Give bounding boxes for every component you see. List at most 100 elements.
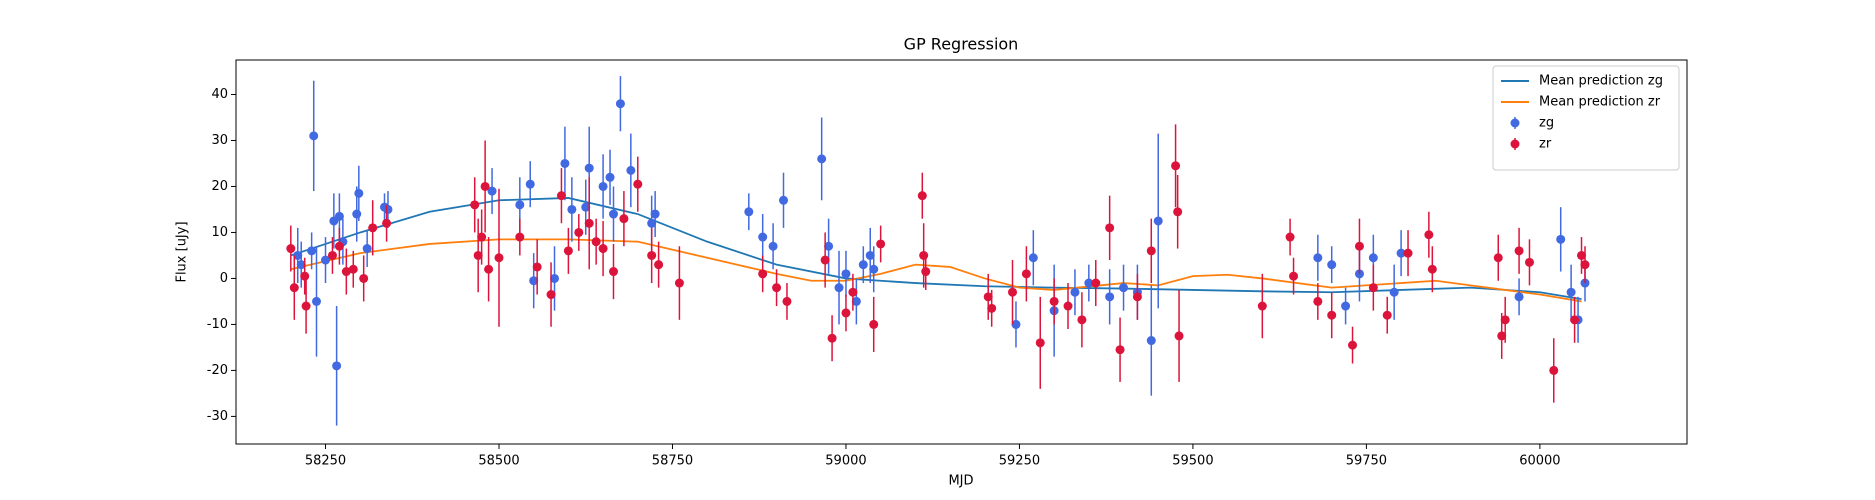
data-point [921, 253, 931, 290]
data-point [1063, 283, 1073, 330]
data-point [1389, 264, 1399, 320]
marker [1132, 292, 1142, 302]
data-point [321, 237, 331, 284]
data-point [987, 289, 997, 327]
marker [1035, 338, 1045, 348]
marker [1146, 246, 1156, 256]
marker [605, 172, 615, 182]
data-point [1580, 246, 1590, 284]
data-point [1011, 301, 1021, 348]
marker [529, 276, 539, 286]
data-point [574, 214, 584, 251]
y-axis-label: Flux [uJy] [175, 221, 190, 282]
legend-label: zg [1539, 116, 1554, 131]
data-point [293, 227, 303, 284]
marker [532, 262, 542, 272]
marker [827, 333, 837, 343]
marker [674, 278, 684, 288]
data-point [1566, 264, 1576, 320]
marker [768, 241, 778, 251]
data-point [917, 172, 927, 219]
marker [311, 296, 321, 306]
y-tick-label: -10 [207, 317, 228, 332]
marker [633, 179, 643, 189]
data-point [758, 214, 768, 261]
marker [744, 207, 754, 217]
marker [1514, 246, 1524, 256]
marker [820, 255, 830, 265]
marker [341, 267, 351, 277]
marker [1070, 287, 1080, 297]
data-point [563, 227, 573, 274]
marker [1389, 287, 1399, 297]
data-point [1403, 230, 1413, 277]
marker [848, 287, 858, 297]
data-point [1348, 326, 1358, 364]
data-point [1493, 234, 1503, 281]
data-point [334, 227, 344, 265]
data-point [919, 223, 929, 288]
marker [1153, 216, 1163, 226]
marker [348, 264, 358, 274]
marker [362, 244, 372, 254]
data-point [1382, 296, 1392, 334]
data-point [869, 246, 879, 293]
marker [289, 283, 299, 293]
y-tick-label: 30 [211, 133, 228, 148]
data-point [1577, 237, 1587, 274]
marker [484, 264, 494, 274]
marker [368, 223, 378, 233]
data-point [296, 241, 306, 288]
marker [1105, 292, 1115, 302]
marker [841, 308, 851, 318]
x-tick-label: 58250 [305, 454, 346, 469]
marker [584, 218, 594, 228]
data-point [744, 193, 754, 231]
data-point [1091, 260, 1101, 307]
marker [1580, 260, 1590, 270]
marker [1028, 253, 1038, 263]
marker [487, 186, 497, 196]
x-tick-label: 58500 [478, 454, 519, 469]
plot-frame [235, 59, 1688, 445]
y-tick-label: -20 [207, 363, 228, 378]
legend-label: zr [1539, 137, 1552, 152]
marker [354, 188, 364, 198]
marker [300, 271, 310, 281]
data-point [1424, 211, 1434, 258]
marker [650, 209, 660, 219]
data-point [515, 218, 525, 256]
data-point [1341, 287, 1351, 325]
data-point [1396, 230, 1406, 277]
marker [772, 283, 782, 293]
marker [1011, 319, 1021, 329]
data-point [550, 246, 560, 311]
marker [1257, 301, 1267, 311]
marker [1396, 248, 1406, 258]
x-tick-label: 59500 [1172, 454, 1213, 469]
data-point [772, 269, 782, 307]
legend-swatch [1510, 118, 1520, 128]
data-point [834, 250, 844, 325]
marker [1313, 296, 1323, 306]
data-point [494, 188, 504, 327]
data-point [1556, 207, 1566, 272]
marker [1146, 336, 1156, 346]
marker [574, 227, 584, 237]
marker [584, 163, 594, 173]
marker [869, 264, 879, 274]
data-point [615, 76, 625, 132]
data-point [354, 165, 364, 221]
data-point [608, 243, 618, 300]
marker [619, 214, 629, 224]
marker [470, 200, 480, 210]
data-point [1049, 278, 1059, 325]
data-point [1171, 124, 1181, 208]
data-point [1285, 218, 1295, 256]
data-point [289, 255, 299, 320]
data-point [1368, 264, 1378, 311]
marker [1327, 260, 1337, 270]
chart-title: GP Regression [904, 35, 1019, 54]
x-tick-label: 59250 [999, 454, 1040, 469]
data-point [608, 186, 618, 242]
